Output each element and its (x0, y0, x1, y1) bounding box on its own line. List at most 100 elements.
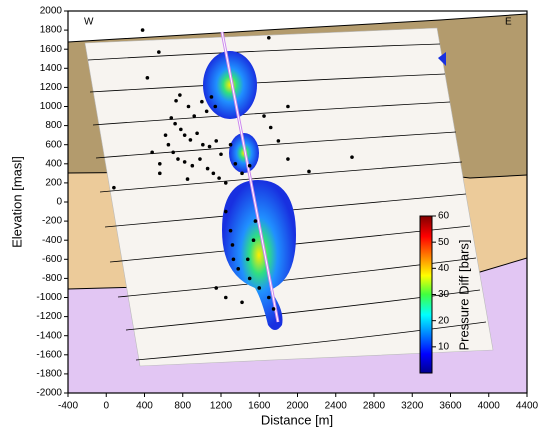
point (140, 28, 145, 32)
point (145, 76, 150, 80)
point (207, 144, 212, 149)
point (233, 162, 238, 166)
point (158, 162, 162, 166)
y-tick-label: 800 (45, 120, 62, 131)
point (228, 228, 233, 233)
colorbar-label: Pressure Diff [bars] (456, 239, 471, 350)
point (213, 104, 218, 109)
x-tick-label: 3200 (401, 401, 424, 412)
point (182, 133, 187, 137)
point (163, 133, 168, 137)
geology (68, 11, 527, 393)
y-tick-label: -1600 (36, 349, 62, 360)
point (192, 114, 197, 118)
point (169, 116, 174, 120)
point (271, 307, 276, 311)
annotation: E (505, 17, 512, 28)
y-tick-label: -1200 (36, 311, 62, 322)
x-tick-label: 1200 (210, 401, 233, 412)
point (214, 286, 219, 290)
point (209, 95, 214, 99)
point (268, 125, 273, 130)
point (307, 169, 311, 174)
y-tick-label: -1800 (36, 369, 62, 380)
point (267, 35, 271, 40)
point (171, 150, 175, 155)
point (185, 177, 190, 181)
point (201, 142, 205, 147)
point (186, 104, 191, 109)
point (245, 257, 250, 262)
point (182, 160, 187, 164)
point (276, 139, 281, 143)
x-tick-label: 4000 (478, 401, 501, 412)
annotation: W (84, 17, 94, 28)
point (219, 152, 223, 157)
point (223, 295, 228, 300)
point (112, 185, 116, 190)
colorbar (419, 215, 433, 374)
x-tick-label: 2800 (363, 401, 386, 412)
colorbar-tick-label: 60 (438, 211, 450, 222)
point (236, 267, 241, 271)
point (267, 295, 271, 300)
point (247, 163, 252, 168)
point (286, 157, 290, 161)
y-tick-label: -800 (42, 273, 62, 284)
point (174, 98, 178, 103)
point (188, 138, 193, 142)
point (198, 157, 202, 161)
point (253, 219, 258, 223)
point (247, 276, 252, 281)
y-tick-label: 2000 (40, 6, 63, 17)
colorbar-tick-label: 50 (438, 237, 450, 248)
point (205, 166, 210, 171)
y-tick-label: 1800 (40, 25, 63, 36)
y-tick-label: 1600 (40, 44, 63, 55)
y-axis-label: Elevation [masl] (9, 156, 24, 248)
point (223, 209, 228, 214)
point (200, 99, 204, 104)
y-tick-label: -600 (42, 254, 62, 265)
colorbar-tick-label: 20 (438, 315, 450, 326)
point (176, 157, 180, 161)
point (214, 139, 219, 143)
x-tick-label: -400 (58, 401, 78, 412)
x-tick-label: 2000 (286, 401, 309, 412)
x-tick-label: 400 (136, 401, 153, 412)
point (262, 114, 266, 118)
y-tick-label: 1200 (40, 82, 63, 93)
point (231, 257, 236, 262)
point (230, 243, 235, 247)
y-tick-label: -2000 (36, 388, 62, 399)
y-tick-label: -400 (42, 235, 62, 246)
y-tick-label: -1000 (36, 292, 62, 303)
x-tick-label: 0 (103, 401, 109, 412)
y-tick-label: 1400 (40, 63, 63, 74)
y-tick-label: 400 (45, 158, 62, 169)
point (190, 163, 195, 168)
colorbar-tick-label: 30 (438, 289, 450, 300)
point (179, 127, 183, 132)
point (178, 93, 182, 97)
y-tick-label: 0 (56, 197, 62, 208)
point (350, 155, 354, 159)
point (150, 150, 154, 155)
y-tick-label: -1400 (36, 330, 62, 341)
x-tick-label: 800 (174, 401, 191, 412)
y-tick-label: 1000 (40, 101, 63, 112)
point (211, 171, 216, 176)
point (166, 142, 171, 147)
point (251, 238, 256, 242)
point (173, 121, 177, 126)
point (240, 300, 244, 305)
y-tick-label: -200 (42, 216, 62, 227)
point (257, 286, 262, 290)
y-tick-label: 600 (45, 139, 62, 150)
x-tick-label: 4400 (516, 401, 539, 412)
point (158, 171, 162, 176)
colorbar-tick-label: 40 (438, 263, 450, 274)
point (240, 171, 244, 176)
x-tick-label: 3600 (439, 401, 462, 412)
y-tick-label: 200 (45, 178, 62, 189)
